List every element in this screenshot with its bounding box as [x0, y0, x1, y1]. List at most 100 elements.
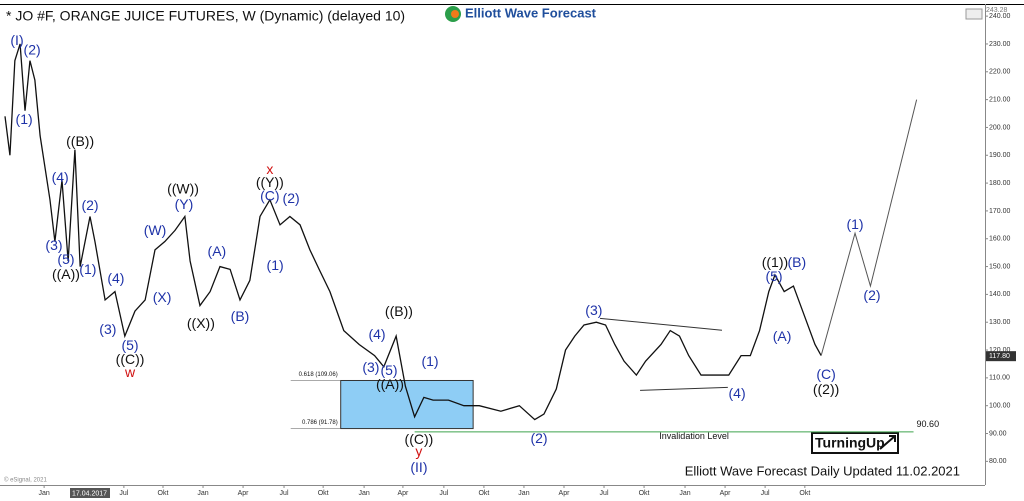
- wave-label: (B): [231, 308, 250, 324]
- last-price-box: [986, 351, 1016, 362]
- wave-label: (3): [45, 237, 62, 253]
- wave-label: ((C)): [116, 351, 145, 367]
- invalidation-text: Invalidation Level: [659, 431, 729, 441]
- badge-box: [811, 432, 899, 454]
- badge-text: TurningUp: [815, 435, 885, 451]
- y-tick-label: 140.00: [989, 291, 1011, 298]
- wave-label: (3): [362, 359, 379, 375]
- wave-label: (3): [585, 302, 602, 318]
- wave-label: ((A)): [52, 266, 80, 282]
- wave-label: (2): [283, 190, 300, 206]
- price-line: [4, 43, 822, 421]
- wave-label: (4): [368, 326, 385, 342]
- wave-label: (X): [153, 289, 172, 305]
- wave-label: (II): [410, 459, 427, 475]
- wave-label: (4): [52, 169, 69, 185]
- cursor-date-box: [70, 488, 110, 498]
- wave-label: (5): [121, 337, 138, 353]
- wave-label: (C): [816, 366, 835, 382]
- wave-label: ((W)): [167, 181, 199, 197]
- wave-label: (I): [10, 32, 23, 48]
- y-tick-label: 240.00: [989, 13, 1011, 20]
- y-tick-label: 170.00: [989, 208, 1011, 215]
- y-tick-label: 150.00: [989, 263, 1011, 270]
- fib-box: [340, 379, 474, 430]
- triangle-line: [599, 317, 723, 331]
- wave-label: ((B)): [385, 303, 413, 319]
- x-tick-label: Jan: [38, 490, 49, 497]
- wave-label: (3): [99, 321, 116, 337]
- y-tick-label: 120.00: [989, 347, 1011, 354]
- wave-label: (B): [787, 254, 806, 270]
- x-tick-label: Apr: [238, 490, 250, 497]
- x-tick-label: Apr: [397, 490, 409, 497]
- x-tick-label: Okt: [639, 490, 650, 497]
- wave-label: ((Y)): [256, 174, 284, 190]
- wave-label: (1): [846, 216, 863, 232]
- y-tick-label: 180.00: [989, 180, 1011, 187]
- x-tick-label: Okt: [318, 490, 329, 497]
- y-tick-label: 190.00: [989, 152, 1011, 159]
- cursor-date: 17.04.2017: [72, 490, 107, 497]
- wave-label: (1): [16, 111, 33, 127]
- wave-label: (C): [260, 188, 279, 204]
- wave-label: (Y): [175, 196, 194, 212]
- y-tick-label: 130.00: [989, 319, 1011, 326]
- x-tick-label: Jul: [600, 490, 609, 497]
- wave-label: (A): [208, 243, 227, 259]
- footer: Elliott Wave Forecast Daily Updated 11.0…: [685, 463, 960, 478]
- y-tick-label: 200.00: [989, 124, 1011, 131]
- x-tick-label: Apr: [559, 490, 571, 497]
- wave-label: (5): [765, 268, 782, 284]
- x-tick-label: Jan: [197, 490, 208, 497]
- wave-label: (4): [107, 270, 124, 286]
- x-tick-label: Okt: [158, 490, 169, 497]
- wave-label: ((C)): [405, 431, 434, 447]
- y-tick-label: 230.00: [989, 41, 1011, 48]
- wave-label: (4): [729, 385, 746, 401]
- copyright: © eSignal, 2021: [4, 477, 47, 484]
- x-tick-label: Jan: [358, 490, 369, 497]
- wave-label: y: [415, 443, 422, 459]
- wave-label: (5): [57, 251, 74, 267]
- logo-text: Elliott Wave Forecast: [465, 5, 597, 20]
- wave-label: ((2)): [813, 381, 839, 397]
- wave-label: ((X)): [187, 315, 215, 331]
- y-tick-label: 100.00: [989, 403, 1011, 410]
- window-button[interactable]: [965, 8, 983, 20]
- wave-label: (2): [24, 42, 41, 58]
- y-tick-label: 80.00: [989, 458, 1007, 465]
- wave-label: (1): [79, 261, 96, 277]
- top-price: 243.28: [986, 7, 1008, 14]
- y-tick-label: 210.00: [989, 96, 1011, 103]
- x-tick-label: Jan: [518, 490, 529, 497]
- fib-label: 0.786 (91.78): [302, 420, 338, 426]
- wave-label: (5): [380, 362, 397, 378]
- wave-label: (2): [530, 430, 547, 446]
- wave-label: (2): [863, 287, 880, 303]
- logo-icon-inner: [451, 10, 459, 18]
- y-tick-label: 110.00: [989, 375, 1010, 382]
- triangle-line: [640, 386, 728, 391]
- fib-label: 0.618 (109.06): [299, 372, 338, 378]
- x-tick-label: Jul: [439, 490, 448, 497]
- wave-label: (1): [421, 353, 438, 369]
- wave-label: ((A)): [376, 376, 404, 392]
- wave-label: ((1)): [762, 254, 788, 270]
- y-tick-label: 220.00: [989, 69, 1011, 76]
- last-price-label: 117.80: [989, 353, 1010, 360]
- x-tick-label: Jul: [761, 490, 770, 497]
- static-text: * JO #F, ORANGE JUICE FUTURES, W (Dynami…: [4, 5, 1008, 498]
- x-tick-label: Jul: [119, 490, 128, 497]
- x-tick-label: Apr: [720, 490, 732, 497]
- wave-label: x: [266, 161, 273, 177]
- wave-label: ((B)): [66, 133, 94, 149]
- wave-label: (A): [773, 328, 792, 344]
- wave-label: w: [124, 364, 136, 380]
- x-tick-label: Jan: [679, 490, 690, 497]
- chart-title: * JO #F, ORANGE JUICE FUTURES, W (Dynami…: [6, 8, 405, 24]
- wave-label: (1): [267, 257, 284, 273]
- badge-arrow: [879, 435, 896, 450]
